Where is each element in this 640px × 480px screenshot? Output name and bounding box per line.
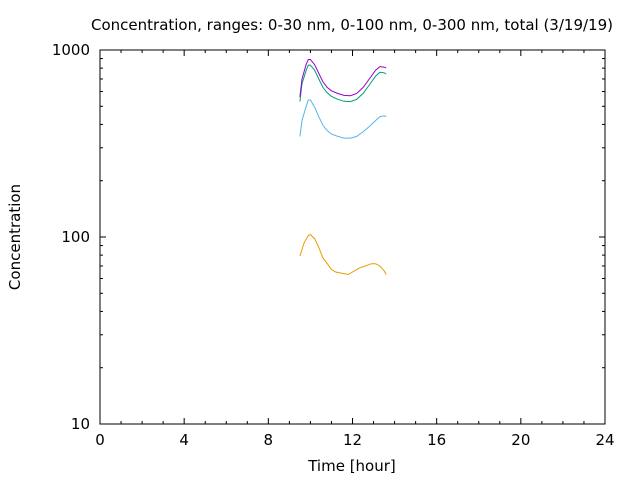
plot-frame [99,49,606,425]
chart-title: Concentration, ranges: 0-30 nm, 0-100 nm… [91,16,613,34]
series-line-3 [299,64,387,103]
y-tick-label: 1000 [52,41,90,59]
series-lines [299,59,387,276]
series-line-1 [299,234,387,276]
x-tick-label: 4 [179,431,189,449]
y-tick-label: 100 [61,228,90,246]
y-axis-label: Concentration [6,184,24,290]
x-tick-label: 20 [511,431,530,449]
x-axis-label: Time [hour] [307,457,396,475]
x-tick-label: 8 [264,431,274,449]
series-line-2 [299,99,387,139]
x-tick-label: 0 [95,431,105,449]
x-tick-label: 16 [427,431,446,449]
x-tick-labels: 0 4 8 12 16 20 24 [95,431,614,449]
y-tick-labels: 10 100 1000 [52,41,90,433]
axis-ticks [99,49,606,425]
x-tick-label: 24 [595,431,614,449]
series-line-4 [299,59,387,98]
x-tick-label: 12 [343,431,362,449]
y-tick-label: 10 [71,415,90,433]
